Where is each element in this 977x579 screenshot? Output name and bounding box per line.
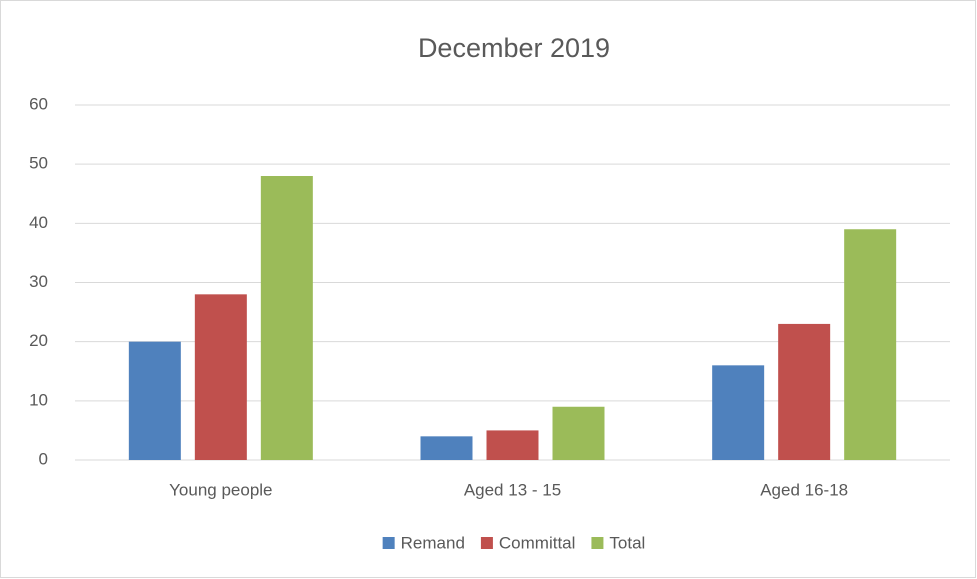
- chart-title: December 2019: [418, 33, 610, 63]
- bar: [128, 341, 181, 460]
- bar: [712, 365, 765, 460]
- y-tick-label: 20: [29, 331, 48, 350]
- bar: [420, 436, 473, 460]
- legend-label: Committal: [499, 533, 576, 552]
- y-tick-label: 30: [29, 272, 48, 291]
- bar: [844, 229, 897, 460]
- bar: [260, 176, 313, 460]
- legend-label: Remand: [401, 533, 465, 552]
- bar: [486, 430, 539, 460]
- legend-label: Total: [609, 533, 645, 552]
- bar: [552, 406, 605, 460]
- legend-swatch: [480, 537, 493, 549]
- x-tick-label: Aged 13 - 15: [464, 480, 561, 499]
- y-tick-label: 50: [29, 154, 48, 173]
- legend-swatch: [382, 537, 395, 549]
- y-tick-label: 60: [29, 94, 48, 113]
- bar: [194, 294, 247, 460]
- y-tick-label: 10: [29, 390, 48, 409]
- y-tick-label: 40: [29, 213, 48, 232]
- y-tick-label: 0: [39, 449, 48, 468]
- x-tick-label: Young people: [169, 480, 272, 499]
- x-tick-label: Aged 16-18: [760, 480, 848, 499]
- legend-swatch: [591, 537, 604, 549]
- bar: [778, 323, 831, 460]
